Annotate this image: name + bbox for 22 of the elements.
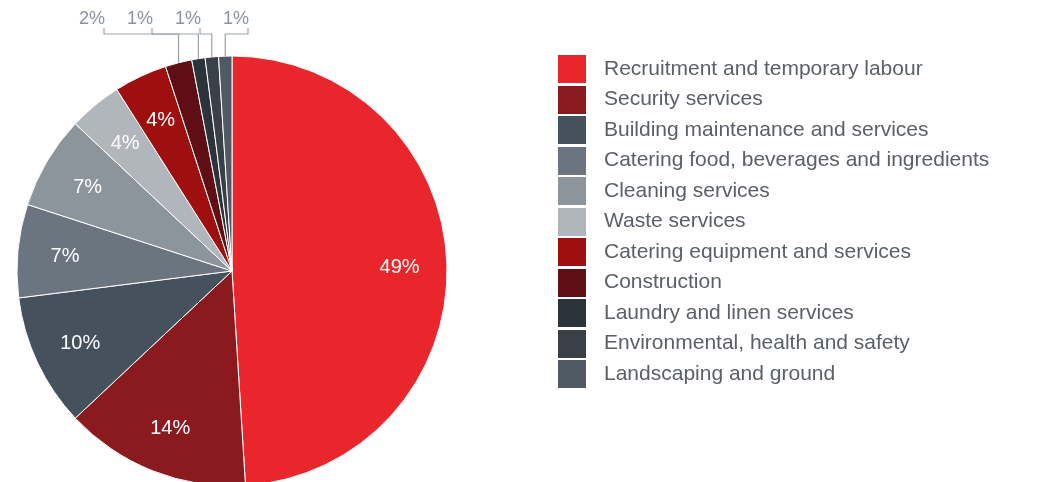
legend-label: Cleaning services [604, 177, 770, 201]
data-label: 2% [78, 8, 106, 28]
data-label: 7% [50, 244, 80, 267]
data-label: 7% [73, 174, 103, 197]
data-label: 1% [174, 8, 202, 28]
legend-label: Catering equipment and services [604, 238, 912, 262]
data-label: 1% [126, 8, 154, 28]
data-label: 4% [110, 130, 140, 153]
legend-label: Waste services [604, 208, 746, 232]
data-label: 49% [379, 254, 420, 277]
data-label: 10% [60, 331, 101, 354]
legend-label: Catering food, beverages and ingredients [604, 147, 990, 171]
legend-label: Recruitment and temporary labour [604, 56, 923, 79]
legend-label: Construction [604, 269, 722, 293]
data-label: 14% [150, 415, 191, 438]
data-label: 4% [146, 108, 176, 131]
legend-label: Landscaping and ground [604, 360, 836, 384]
legend-label: Building maintenance and services [604, 116, 929, 140]
legend-label: Laundry and linen services [604, 299, 854, 323]
legend-label: Environmental, health and safety [604, 330, 910, 354]
data-label: 1% [222, 8, 250, 28]
legend-label: Security services [604, 86, 763, 110]
